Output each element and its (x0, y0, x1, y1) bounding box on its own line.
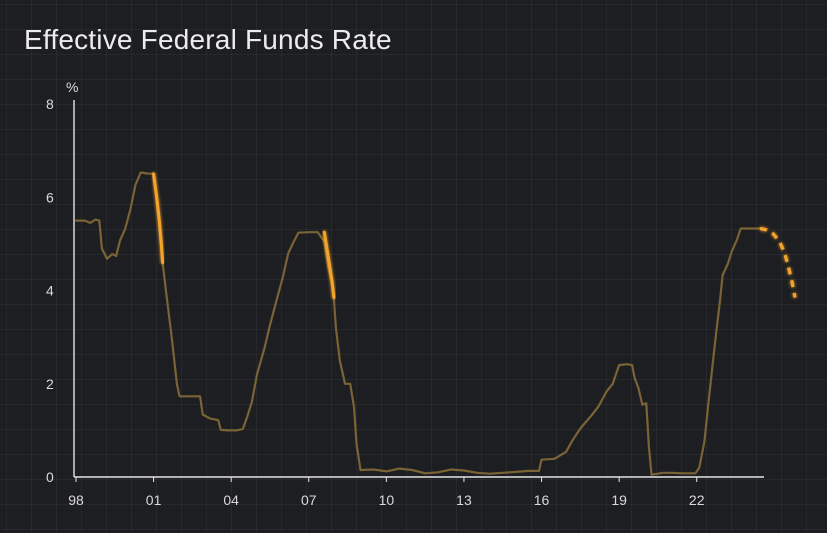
y-axis-unit-label: % (66, 79, 79, 95)
rate-cut-highlight-line (152, 172, 165, 264)
y-tick-label: 8 (46, 96, 54, 112)
rate-cut-highlight-line (322, 230, 336, 299)
x-tick-label: 22 (689, 492, 705, 508)
y-tick-label: 2 (46, 376, 54, 392)
x-tick-label: 16 (534, 492, 550, 508)
x-tick-label: 10 (379, 492, 395, 508)
x-tick-label: 13 (456, 492, 472, 508)
x-tick-label: 04 (223, 492, 239, 508)
y-tick-label: 0 (46, 469, 54, 485)
rate-history-line (74, 171, 766, 476)
x-tick-label: 07 (301, 492, 317, 508)
x-tick-label: 19 (611, 492, 627, 508)
x-tick-label: 98 (68, 492, 84, 508)
x-tick-label: 01 (146, 492, 162, 508)
chart-title: Effective Federal Funds Rate (24, 24, 392, 55)
rate-projection-dashed-line (759, 226, 797, 298)
y-tick-label: 6 (46, 189, 54, 205)
y-tick-label: 4 (46, 283, 54, 299)
